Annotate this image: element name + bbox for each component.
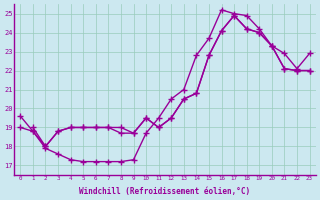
X-axis label: Windchill (Refroidissement éolien,°C): Windchill (Refroidissement éolien,°C) (79, 187, 251, 196)
